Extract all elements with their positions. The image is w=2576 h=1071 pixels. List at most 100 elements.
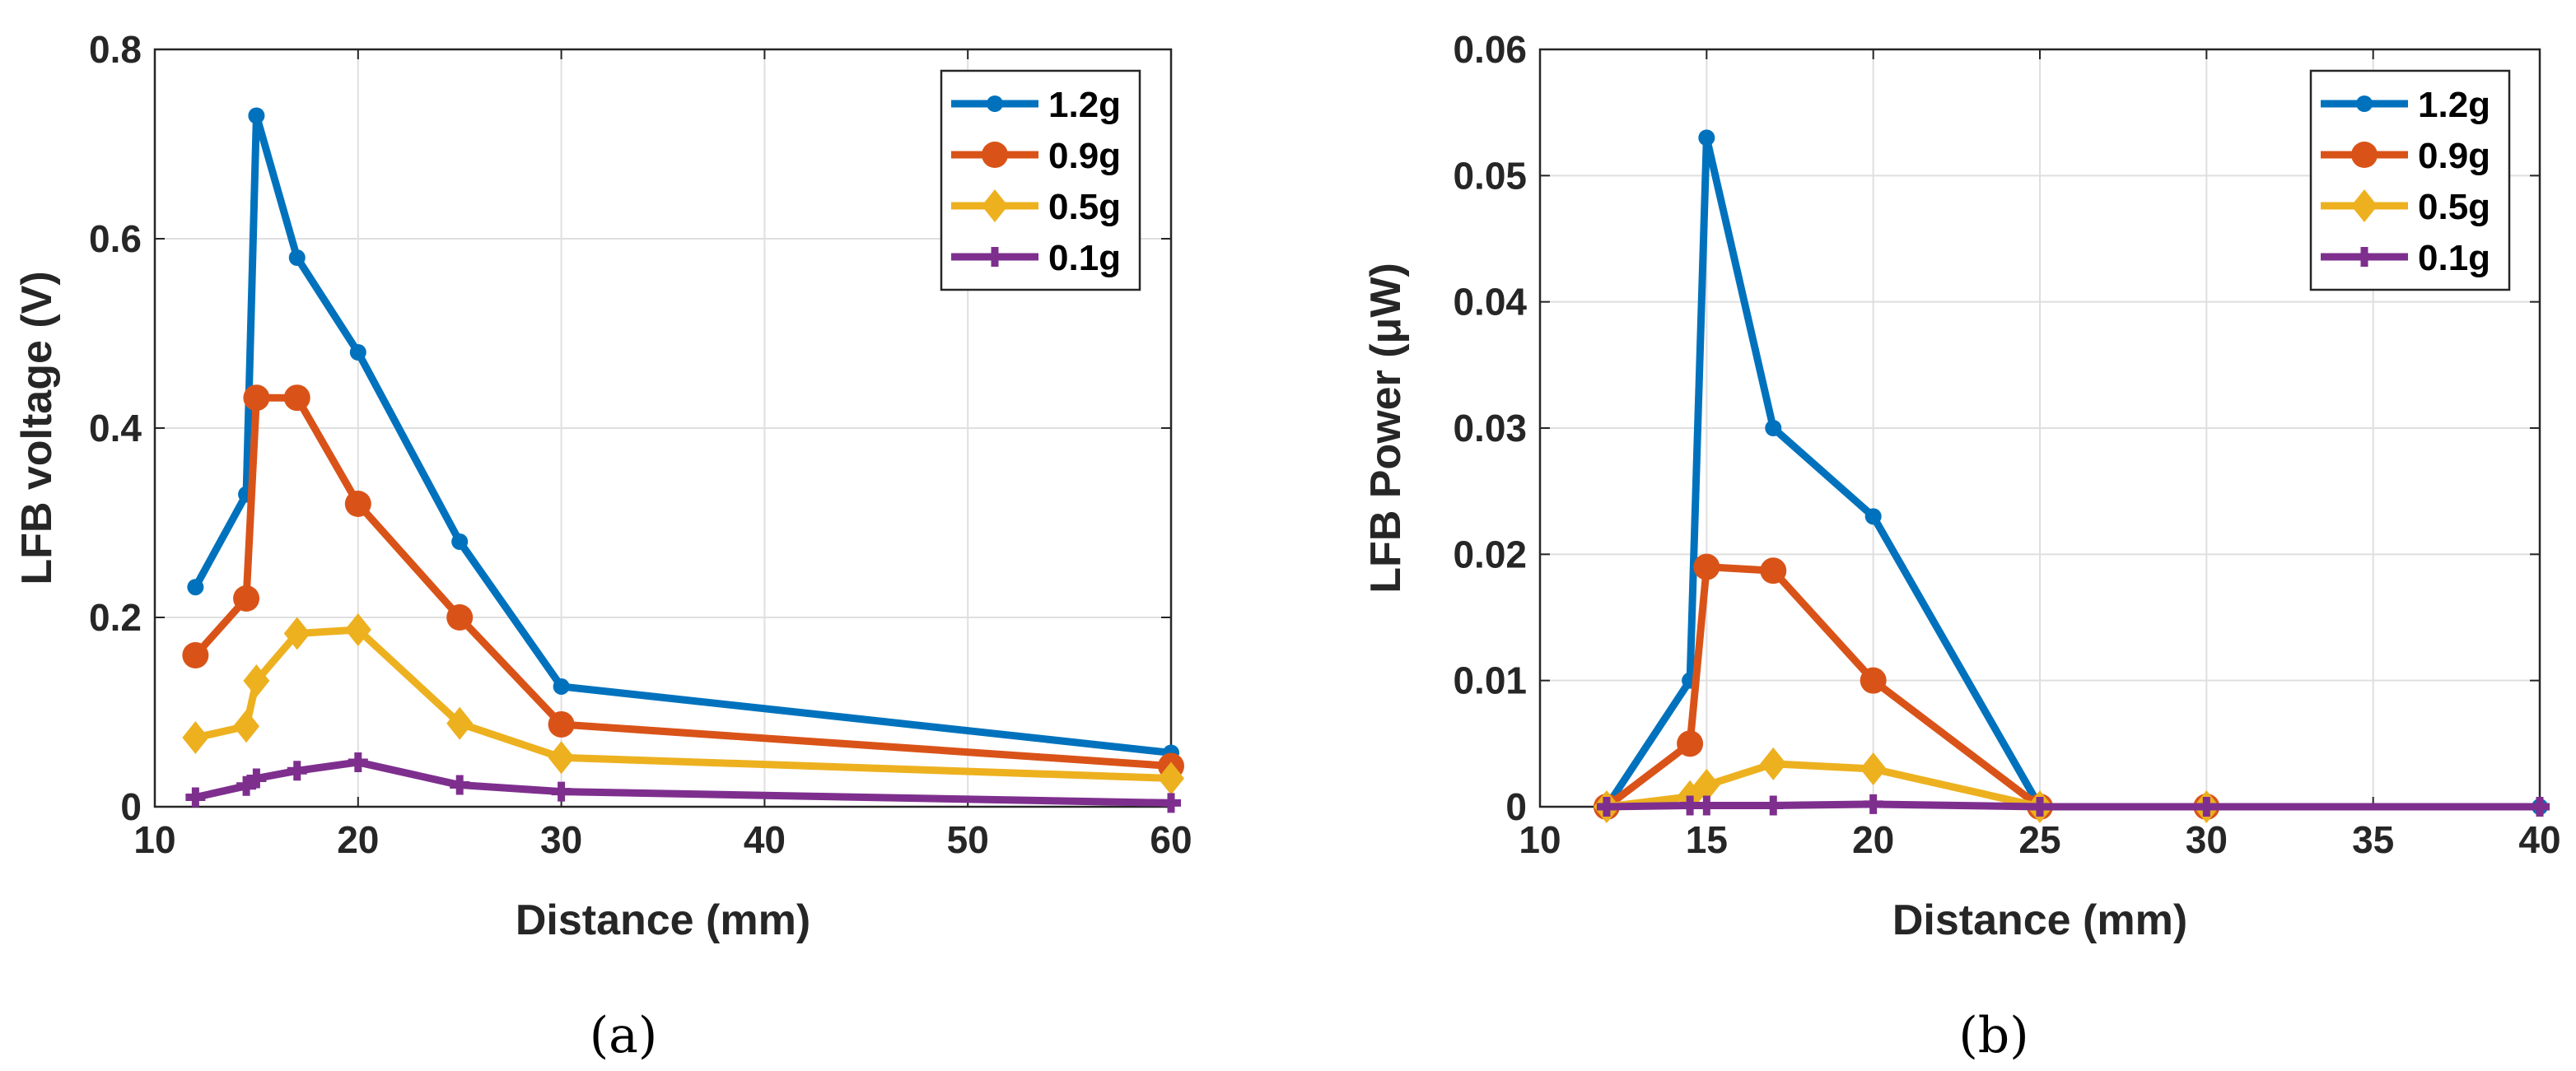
series-line bbox=[191, 112, 1175, 757]
data-point bbox=[1696, 795, 1717, 816]
y-axis-label: LFB voltage (V) bbox=[13, 271, 61, 584]
data-point bbox=[283, 384, 310, 412]
x-tick-label: 40 bbox=[744, 818, 786, 861]
data-point bbox=[185, 787, 206, 808]
legend-marker bbox=[2356, 95, 2373, 112]
y-tick-label: 0.4 bbox=[89, 407, 142, 449]
y-tick-label: 0.04 bbox=[1453, 281, 1527, 324]
y-tick-label: 0 bbox=[1505, 785, 1527, 828]
data-point bbox=[1680, 795, 1701, 816]
legend-marker bbox=[982, 142, 1008, 168]
data-point bbox=[287, 761, 307, 781]
data-point bbox=[344, 612, 371, 646]
data-point bbox=[243, 664, 270, 698]
y-tick-label: 0.01 bbox=[1453, 659, 1527, 702]
legend-marker bbox=[982, 189, 1008, 222]
x-tick-label: 30 bbox=[2186, 818, 2228, 861]
series-line bbox=[1603, 800, 2544, 811]
y-tick-label: 0.2 bbox=[89, 596, 142, 639]
legend-marker bbox=[2354, 247, 2374, 267]
y-tick-label: 0.06 bbox=[1453, 28, 1527, 71]
y-tick-label: 0.03 bbox=[1453, 407, 1527, 449]
legend-label: 0.1g bbox=[1048, 238, 1121, 278]
data-point bbox=[2530, 797, 2550, 817]
legend-label: 0.1g bbox=[2418, 238, 2490, 278]
data-point bbox=[1677, 730, 1704, 757]
data-point bbox=[344, 491, 371, 517]
legend-label: 1.2g bbox=[2418, 85, 2490, 125]
data-point bbox=[1864, 508, 1882, 525]
data-point bbox=[1763, 795, 1784, 816]
series-line bbox=[191, 393, 1175, 771]
y-tick-label: 0 bbox=[120, 785, 142, 828]
y-tick-label: 0.02 bbox=[1453, 533, 1527, 575]
data-point bbox=[2030, 797, 2050, 817]
data-point bbox=[553, 678, 570, 695]
legend: 1.2g 0.9g 0.5g 0.1g bbox=[2309, 69, 2511, 291]
x-tick-label: 20 bbox=[337, 818, 379, 861]
x-axis-label: Distance (mm) bbox=[516, 896, 810, 944]
data-point bbox=[248, 107, 265, 124]
legend-label: 1.2g bbox=[1048, 85, 1121, 125]
data-point bbox=[451, 533, 469, 550]
data-point bbox=[283, 617, 310, 650]
data-point bbox=[548, 710, 575, 738]
legend-label: 0.5g bbox=[1048, 187, 1121, 227]
x-tick-label: 25 bbox=[2018, 818, 2060, 861]
data-point bbox=[182, 721, 209, 755]
legend-marker bbox=[2351, 142, 2378, 168]
panel-b: 10 15 20 25 30 35 40 0 0.01 0.02 0.03 0.04 0.05 0.06 D… bbox=[1362, 28, 2561, 1064]
legend-label: 0.5g bbox=[2418, 187, 2490, 227]
data-point bbox=[1760, 557, 1787, 584]
panel-a: 10 20 30 40 50 60 0 0.2 0.4 0.6 0.8 Distance (mm) LF… bbox=[13, 28, 1192, 1064]
x-tick-label: 10 bbox=[133, 818, 175, 861]
data-point bbox=[288, 249, 306, 266]
data-point bbox=[1765, 420, 1782, 436]
x-tick-label: 40 bbox=[2518, 818, 2560, 861]
legend-label: 0.9g bbox=[1048, 136, 1121, 176]
series-1.2g bbox=[187, 107, 1179, 761]
data-point bbox=[348, 752, 368, 772]
legend-marker bbox=[985, 247, 1005, 267]
data-point bbox=[446, 604, 474, 631]
legend-marker bbox=[987, 95, 1003, 112]
series-0.1g bbox=[1596, 794, 2550, 817]
x-tick-label: 60 bbox=[1150, 818, 1192, 861]
data-point bbox=[1860, 667, 1887, 694]
series-0.9g bbox=[182, 384, 1184, 780]
data-point bbox=[1693, 553, 1720, 580]
series-0.5g bbox=[182, 612, 1184, 795]
panel-caption: (b) bbox=[1958, 1007, 2028, 1064]
data-point bbox=[233, 710, 260, 743]
axes-frame bbox=[153, 48, 1173, 808]
data-point bbox=[1863, 794, 1883, 814]
data-point bbox=[446, 706, 474, 740]
data-point bbox=[246, 768, 267, 789]
y-tick-label: 0.8 bbox=[89, 28, 142, 71]
data-point bbox=[1158, 761, 1184, 795]
panel-caption: (a) bbox=[590, 1007, 658, 1064]
data-point bbox=[551, 781, 572, 802]
data-point bbox=[1596, 797, 1617, 817]
data-point bbox=[548, 741, 575, 775]
x-tick-label: 15 bbox=[1686, 818, 1728, 861]
data-point bbox=[1860, 752, 1887, 785]
legend-label: 0.9g bbox=[2418, 136, 2490, 176]
y-axis-label: LFB Power (μW) bbox=[1362, 263, 1410, 594]
data-point bbox=[1161, 793, 1181, 813]
data-point bbox=[1760, 747, 1787, 780]
data-point bbox=[1698, 129, 1715, 147]
data-point bbox=[1693, 768, 1720, 802]
x-tick-label: 50 bbox=[947, 818, 989, 861]
series-0.1g bbox=[185, 752, 1181, 813]
data-point bbox=[243, 384, 270, 412]
legend-marker bbox=[2351, 189, 2378, 222]
x-tick-label: 20 bbox=[1852, 818, 1894, 861]
data-point bbox=[233, 585, 260, 612]
x-tick-label: 30 bbox=[540, 818, 582, 861]
x-axis-label: Distance (mm) bbox=[1892, 896, 2187, 944]
data-point bbox=[450, 775, 470, 795]
data-point bbox=[349, 344, 366, 361]
data-point bbox=[2196, 797, 2217, 817]
